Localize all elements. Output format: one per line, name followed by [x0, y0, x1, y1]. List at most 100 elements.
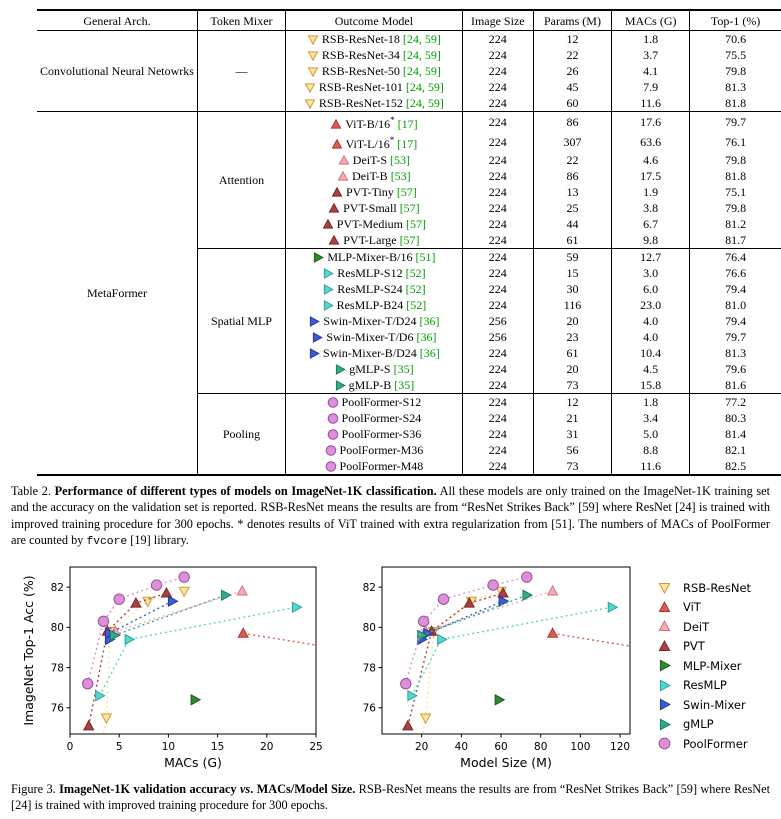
citation-link[interactable]: [52]	[402, 282, 426, 296]
citation-link[interactable]: [17]	[394, 117, 418, 131]
model-name: PoolFormer-S24	[341, 411, 422, 425]
col-header-top1: Top-1 (%)	[710, 13, 761, 28]
image-size-cell: 224	[462, 152, 534, 168]
citation-link[interactable]: [24, 59]	[402, 96, 444, 110]
image-size-cell: 224	[462, 63, 534, 79]
model-name: PVT-Small	[343, 201, 397, 215]
y-tick-label: 80	[51, 622, 64, 634]
macs-cell: 9.8	[611, 232, 691, 249]
citation-link[interactable]: [57]	[396, 233, 420, 247]
circle-marker	[327, 412, 338, 424]
macs-cell: 17.6	[611, 111, 691, 132]
model-name: PoolFormer-S12	[341, 395, 422, 409]
circle-marker	[487, 579, 499, 591]
pvt-marker-icon	[658, 639, 671, 651]
triangle-up-marker	[338, 154, 350, 165]
model-cell: ResMLP-S12 [52]	[285, 265, 463, 281]
circle-marker	[82, 677, 94, 690]
table-row: ResMLP-S24 [52] 224 30 6.0 79.4	[37, 281, 781, 297]
citation-link[interactable]: [24, 59]	[399, 64, 441, 78]
top1-cell: 76.6	[725, 266, 747, 280]
circle-marker	[327, 396, 338, 408]
citation-link[interactable]: [57]	[403, 217, 427, 231]
citation-link[interactable]: [36]	[416, 314, 440, 328]
legend-label: PVT	[683, 639, 705, 654]
citation-link[interactable]: [24, 59]	[399, 48, 441, 62]
table-row: RSB-ResNet-101 [24, 59] 224 45 7.9 81.3	[37, 79, 781, 95]
macs-cell: 11.6	[611, 95, 691, 112]
pvt-marker-icon	[328, 234, 340, 245]
triangle-up-marker	[337, 170, 349, 181]
top1-cell: 80.3	[725, 411, 747, 425]
macs-cell: 3.0	[611, 265, 691, 281]
citation-link[interactable]: [36]	[413, 330, 437, 344]
triangle-up-marker	[658, 600, 671, 612]
params-cell: 13	[533, 184, 613, 200]
circle-marker	[325, 444, 336, 456]
y-tick-label: 76	[51, 702, 65, 714]
model-cell: Swin-Mixer-T/D6 [36]	[285, 329, 463, 345]
triangle-up-marker	[130, 596, 142, 608]
citation-link[interactable]: [17]	[394, 137, 418, 151]
citation-link[interactable]: [59]	[578, 500, 599, 515]
image-size-cell: 224	[462, 30, 534, 47]
citation-link[interactable]: [36]	[416, 346, 440, 360]
image-size-cell: 224	[462, 216, 534, 232]
citation-link[interactable]: [24, 59]	[402, 80, 444, 94]
caption-text: is trained with improved training proced…	[31, 798, 328, 813]
circle-marker	[97, 615, 110, 627]
citation-link[interactable]: [53]	[387, 153, 411, 167]
model-name: PVT-Tiny	[346, 185, 394, 199]
model-name: PVT-Medium	[336, 217, 404, 231]
top1-cell: 79.7	[725, 330, 747, 344]
macs-cell: 6.0	[611, 281, 691, 297]
citation-link[interactable]: [53]	[387, 169, 411, 183]
citation-link[interactable]: [57]	[396, 201, 420, 215]
triangle-right-marker	[309, 347, 320, 359]
caption-text: . The numbers of MACs of PoolFormer are …	[11, 516, 770, 548]
macs-cell: 7.9	[611, 79, 691, 95]
model-cell: DeiT-S [53]	[285, 152, 463, 168]
plot-area	[82, 570, 316, 734]
triangle-right-marker	[109, 629, 121, 641]
image-size-cell: 224	[462, 168, 534, 184]
legend-label: ResMLP	[683, 678, 727, 693]
table-row: PoolFormer-M36 224 56 8.8 82.1	[37, 442, 781, 458]
citation-link[interactable]: [59]	[676, 781, 698, 796]
model-cell: PoolFormer-M36	[285, 442, 463, 458]
citation-link[interactable]: [35]	[390, 362, 414, 376]
triangle-up-marker	[658, 639, 671, 651]
citation-link[interactable]: [51]	[412, 250, 436, 264]
citation-link[interactable]: [52]	[402, 266, 426, 280]
params-cell: 26	[533, 63, 613, 79]
y-axis-label: ImageNet Top-1 Acc (%)	[21, 575, 36, 725]
legend-label: gMLP	[683, 717, 714, 732]
y-tick-label: 78	[363, 662, 376, 674]
x-tick-label: 60	[494, 741, 507, 753]
citation-link[interactable]: [19]	[130, 533, 151, 548]
citation-link[interactable]: [52]	[403, 298, 427, 312]
params-cell: 22	[533, 47, 613, 63]
triangle-right-marker	[314, 251, 325, 263]
triangle-up-marker	[463, 596, 476, 608]
rsb-resnet-marker-icon	[658, 583, 671, 595]
table-row: Convolutional Neural Netowrks — RSB-ResNet…	[37, 30, 781, 112]
citation-link[interactable]: [24, 59]	[399, 32, 441, 46]
model-name: PoolFormer-M48	[339, 459, 424, 473]
caption-text: Figure 3.	[11, 781, 60, 796]
legend-label: PoolFormer	[683, 736, 748, 751]
citation-link[interactable]: [24]	[675, 500, 696, 515]
chart-legend: RSB-ResNet ViT DeiT PVT MLP-Mixer ResMLP Swin-…	[656, 581, 751, 751]
model-name: gMLP-B	[348, 378, 392, 392]
params-cell: 56	[533, 442, 613, 458]
y-tick-label: 80	[363, 622, 376, 634]
citation-link[interactable]: [51]	[551, 516, 572, 531]
model-cell: RSB-ResNet-152 [24, 59]	[285, 95, 463, 112]
citation-link[interactable]: [57]	[393, 185, 417, 199]
citation-link[interactable]: [35]	[391, 378, 415, 392]
model-cell: RSB-ResNet-18 [24, 59]	[285, 30, 463, 47]
citation-link[interactable]: [24]	[11, 798, 32, 813]
triangle-right-marker	[659, 698, 671, 711]
triangle-up-marker	[236, 584, 248, 596]
model-cell: gMLP-S [35]	[285, 361, 463, 377]
